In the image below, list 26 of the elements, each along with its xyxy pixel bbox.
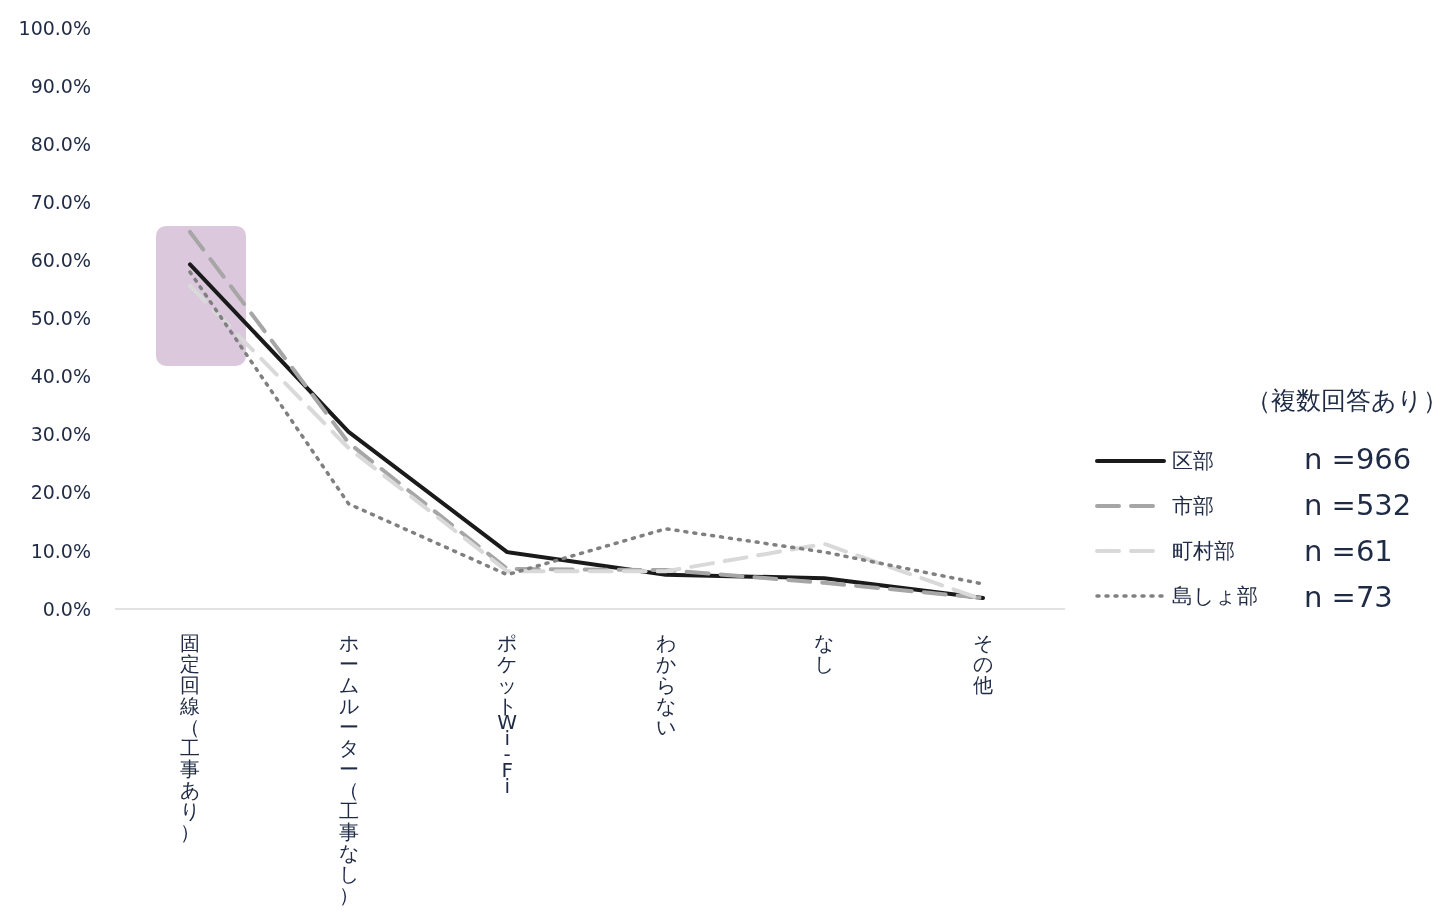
x-tick-label: わからない [655,631,676,739]
y-tick-label: 40.0% [30,365,91,388]
y-tick-label: 30.0% [30,423,91,446]
y-tick-label: 50.0% [30,307,91,330]
y-tick-label: 10.0% [30,539,91,562]
legend-label: 島しょ部 [1172,584,1258,609]
y-tick-label: 80.0% [30,132,91,155]
text: n =73 [1304,580,1393,615]
y-tick-label: 0.0% [42,597,91,620]
text: （複数回答あり） [1246,385,1448,415]
text: n =532 [1304,488,1412,523]
legend-label: 区部 [1172,449,1214,474]
legend-label: 市部 [1172,494,1214,519]
y-tick-label: 60.0% [30,249,91,272]
y-tick-label: 90.0% [30,74,91,97]
category-label: ホームルーター（工事なし） [338,631,359,907]
legend-label: 町村部 [1172,539,1235,564]
x-tick-label: なし [814,631,835,676]
text: n =966 [1304,442,1412,477]
category-label: ポケットWi-Fi [497,631,518,798]
y-tick-label: 100.0% [18,16,91,39]
x-tick-label: その他 [973,631,993,697]
text: n =61 [1304,534,1393,569]
y-tick-label: 70.0% [30,190,91,213]
y-tick-label: 20.0% [30,481,91,504]
category-label: 固定回線（工事あり） [180,631,200,844]
